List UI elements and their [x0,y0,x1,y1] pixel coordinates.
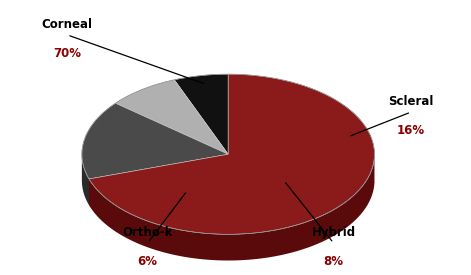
Polygon shape [89,154,228,205]
Polygon shape [89,156,374,260]
Polygon shape [115,80,228,154]
Polygon shape [89,154,228,205]
Text: 16%: 16% [397,124,425,138]
Polygon shape [89,74,374,234]
Text: Ortho-k: Ortho-k [122,226,173,239]
Text: Scleral: Scleral [389,95,434,108]
Text: 70%: 70% [53,47,81,60]
Text: 8%: 8% [324,255,343,268]
Text: Hybrid: Hybrid [311,226,356,239]
Polygon shape [82,155,89,205]
Text: 6%: 6% [138,255,158,268]
Polygon shape [174,74,228,154]
Text: Corneal: Corneal [42,18,93,31]
Polygon shape [82,103,228,179]
